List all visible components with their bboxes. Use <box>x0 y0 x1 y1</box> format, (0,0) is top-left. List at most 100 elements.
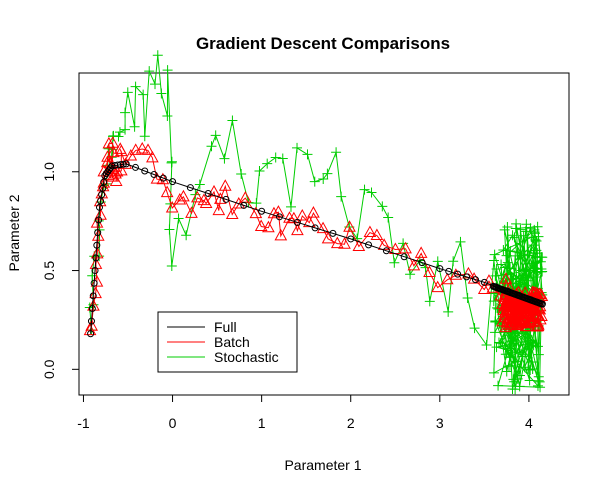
stochastic-point <box>493 380 504 391</box>
stochastic-point <box>309 176 320 187</box>
stochastic-point <box>514 281 525 292</box>
stochastic-point <box>405 269 416 280</box>
stochastic-point <box>499 262 510 273</box>
full-point <box>122 160 130 168</box>
batch-point <box>90 216 104 228</box>
batch-point <box>150 172 164 184</box>
batch-point <box>370 228 384 241</box>
batch-point <box>525 310 539 322</box>
full-point <box>418 259 426 267</box>
stochastic-point <box>251 198 262 209</box>
stochastic-point <box>166 156 177 167</box>
stochastic-point <box>518 271 529 282</box>
full-point <box>311 224 319 232</box>
batch-point <box>160 185 174 198</box>
batch-point <box>520 306 534 319</box>
stochastic-point <box>533 375 544 386</box>
batch-point <box>146 150 159 163</box>
stochastic-point <box>507 230 518 241</box>
stochastic-point <box>526 232 537 243</box>
batch-point <box>431 280 445 293</box>
batch-point <box>102 136 116 149</box>
full-point <box>275 213 283 221</box>
batch-point <box>191 190 204 203</box>
stochastic-point <box>262 158 273 169</box>
stochastic-point <box>302 149 313 160</box>
full-point <box>445 267 453 275</box>
full-point <box>204 190 212 198</box>
batch-point <box>197 193 211 206</box>
full-point <box>131 163 139 171</box>
batch-point <box>510 314 523 327</box>
full-point <box>89 292 97 300</box>
stochastic-point <box>236 169 247 180</box>
stochastic-point <box>455 236 466 247</box>
batch-point <box>165 200 179 213</box>
stochastic-point <box>531 236 542 247</box>
batch-point <box>218 179 232 191</box>
stochastic-point <box>336 191 347 202</box>
full-point <box>365 241 373 249</box>
batch-point <box>96 179 110 192</box>
stochastic-point <box>219 153 230 164</box>
stochastic-point <box>495 338 506 349</box>
axes-layer: -1 0 1 2 3 4 0.0 0.5 1.0 <box>41 162 533 431</box>
stochastic-point <box>515 247 526 258</box>
y-tick-label: 0.5 <box>41 261 57 281</box>
stochastic-point <box>502 269 513 280</box>
full-point <box>463 273 471 281</box>
stochastic-point <box>120 124 131 135</box>
stochastic-point <box>129 121 140 132</box>
stochastic-point <box>443 306 454 317</box>
batch-point <box>399 241 412 254</box>
stochastic-point <box>511 218 522 229</box>
stochastic-point <box>509 376 520 387</box>
stochastic-point <box>507 336 518 347</box>
series-layer <box>83 50 549 395</box>
batch-point <box>89 257 103 269</box>
batch-point <box>135 141 149 154</box>
stochastic-point <box>359 184 370 195</box>
batch-point <box>519 319 533 332</box>
stochastic-point <box>156 88 167 99</box>
full-point <box>240 201 248 209</box>
stochastic-point <box>389 257 400 268</box>
stochastic-point <box>144 66 155 77</box>
x-tick-label: 2 <box>347 415 355 431</box>
full-point <box>347 235 355 243</box>
stochastic-point <box>536 263 547 274</box>
stochastic-point <box>270 152 281 163</box>
full-point <box>329 229 337 237</box>
stochastic-point <box>114 127 125 138</box>
x-axis-label: Parameter 1 <box>284 457 361 473</box>
full-point <box>382 247 390 255</box>
batch-point <box>512 305 525 318</box>
legend-label-full: Full <box>214 319 237 335</box>
batch-point <box>113 142 127 154</box>
batch-point <box>343 220 356 232</box>
stochastic-point <box>488 296 499 307</box>
full-point <box>436 265 444 273</box>
batch-point <box>185 206 198 218</box>
stochastic-point <box>510 356 521 367</box>
stochastic-point <box>512 347 523 358</box>
batch-point <box>504 315 518 327</box>
stochastic-point <box>383 212 394 223</box>
batch-point <box>302 215 316 228</box>
batch-point <box>338 237 351 249</box>
y-axis-label: Parameter 2 <box>6 194 22 271</box>
stochastic-point <box>526 335 537 346</box>
batch-point <box>502 295 516 308</box>
stochastic-point <box>501 366 512 377</box>
stochastic-point <box>493 337 504 348</box>
batch-point <box>510 318 524 330</box>
stochastic-point <box>508 374 519 385</box>
full-point <box>90 279 98 287</box>
stochastic-point <box>277 153 288 164</box>
batch-point <box>407 258 421 271</box>
stochastic-point <box>525 365 536 376</box>
stochastic-point <box>162 111 173 122</box>
batch-point <box>414 246 428 258</box>
batch-point <box>83 323 97 336</box>
